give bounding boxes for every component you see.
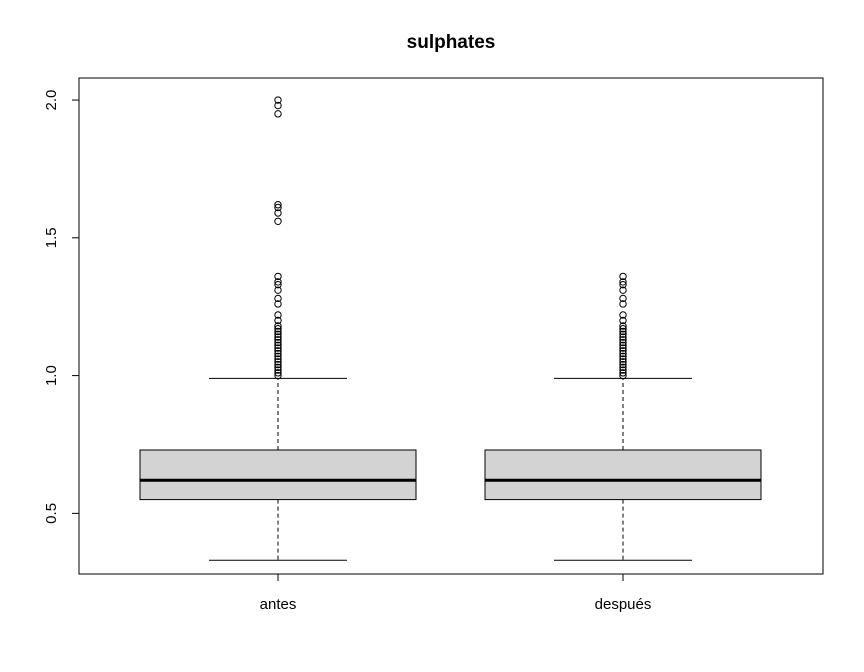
outlier-point: [274, 371, 282, 380]
outlier-point: [274, 352, 282, 361]
outlier-point: [619, 333, 627, 341]
outlier-point: [274, 341, 282, 349]
iqr-box: [139, 449, 417, 501]
outlier-point: [619, 358, 627, 366]
outlier-point: [274, 300, 282, 308]
outlier-point: [619, 371, 627, 380]
outlier-point: [619, 316, 627, 325]
outlier-point: [619, 355, 627, 363]
x-axis: antes después: [260, 573, 652, 613]
outlier-point: [274, 280, 282, 289]
outlier-point: [274, 101, 282, 110]
outlier-point: [274, 349, 282, 358]
outlier-point: [274, 286, 282, 294]
outlier-point: [619, 363, 627, 372]
outlier-point: [274, 322, 282, 330]
outlier-point: [274, 201, 282, 209]
outlier-point: [274, 316, 282, 325]
x-tick-label: después: [595, 596, 652, 613]
outlier-point: [619, 347, 627, 355]
outlier-point: [274, 336, 282, 344]
outlier-point: [274, 325, 282, 333]
outlier-point: [274, 363, 282, 372]
outlier-point: [274, 278, 282, 286]
outlier-point: [619, 278, 627, 286]
outlier-point: [274, 294, 282, 303]
y-tick-label: 2.0: [43, 90, 60, 111]
outlier-point: [274, 358, 282, 366]
outlier-point: [619, 322, 627, 330]
outlier-point: [274, 330, 282, 338]
outlier-point: [274, 355, 282, 363]
outlier-point: [619, 360, 627, 369]
outlier-point: [619, 286, 627, 294]
outlier-point: [274, 327, 282, 336]
outlier-point: [619, 352, 627, 361]
outlier-point: [619, 330, 627, 338]
outlier-point: [619, 336, 627, 344]
outlier-point: [274, 110, 282, 118]
outlier-point: [619, 366, 627, 374]
outlier-point: [619, 272, 627, 281]
outlier-point: [619, 344, 627, 352]
outlier-point: [274, 311, 282, 319]
y-tick-label: 0.5: [43, 503, 60, 524]
outlier-point: [274, 344, 282, 352]
y-tick-label: 1.0: [43, 365, 60, 386]
outlier-point: [619, 338, 627, 347]
outlier-point: [274, 347, 282, 355]
box-despues: [484, 272, 762, 561]
y-tick-label: 1.5: [43, 227, 60, 248]
outlier-point: [619, 327, 627, 336]
outlier-point: [619, 349, 627, 358]
iqr-box: [484, 449, 762, 501]
outlier-point: [619, 280, 627, 289]
outlier-point: [619, 294, 627, 303]
y-axis: 0.5 1.0 1.5 2.0: [43, 90, 80, 524]
outlier-point: [619, 300, 627, 308]
outlier-point: [619, 369, 627, 377]
outlier-point: [274, 272, 282, 281]
outlier-point: [274, 96, 282, 104]
outlier-point: [274, 366, 282, 374]
outlier-point: [274, 203, 282, 212]
outlier-point: [619, 325, 627, 333]
box-antes: [139, 96, 417, 561]
outlier-point: [274, 360, 282, 369]
chart-title: sulphates: [407, 32, 496, 53]
outlier-point: [274, 333, 282, 341]
outlier-point: [274, 338, 282, 347]
x-tick-label: antes: [260, 596, 297, 613]
box-group: [139, 96, 762, 561]
outlier-point: [619, 341, 627, 349]
outlier-point: [274, 217, 282, 225]
outlier-point: [619, 311, 627, 319]
outlier-point: [274, 369, 282, 377]
outlier-point: [274, 209, 282, 217]
